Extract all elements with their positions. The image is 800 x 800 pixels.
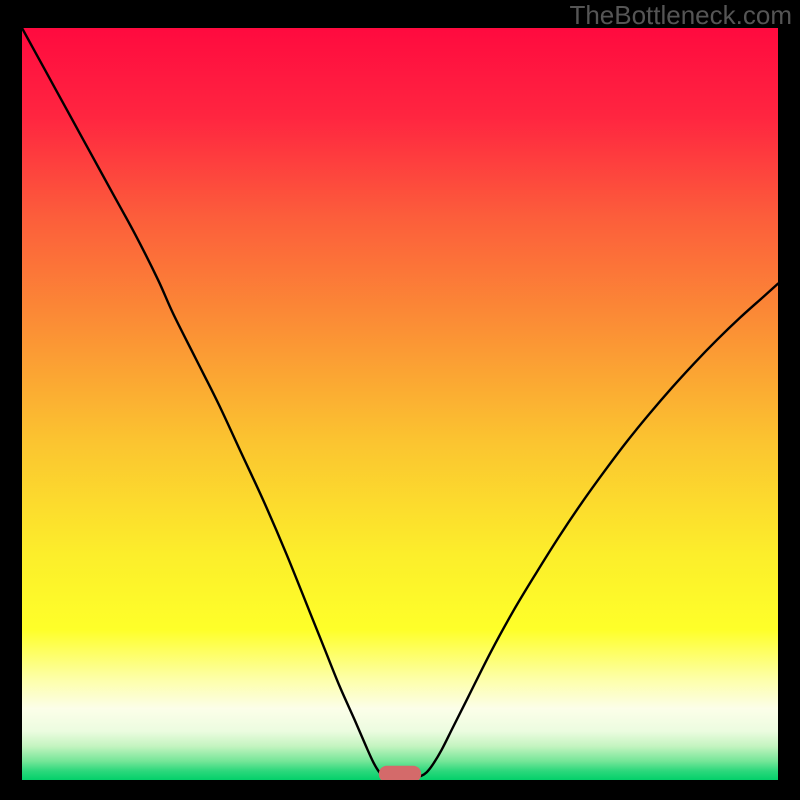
watermark-text: TheBottleneck.com xyxy=(569,0,792,31)
gradient-background xyxy=(22,28,778,780)
plot-svg xyxy=(22,28,778,780)
optimal-marker xyxy=(379,766,421,780)
plot-area xyxy=(22,28,778,780)
chart-frame: TheBottleneck.com xyxy=(0,0,800,800)
